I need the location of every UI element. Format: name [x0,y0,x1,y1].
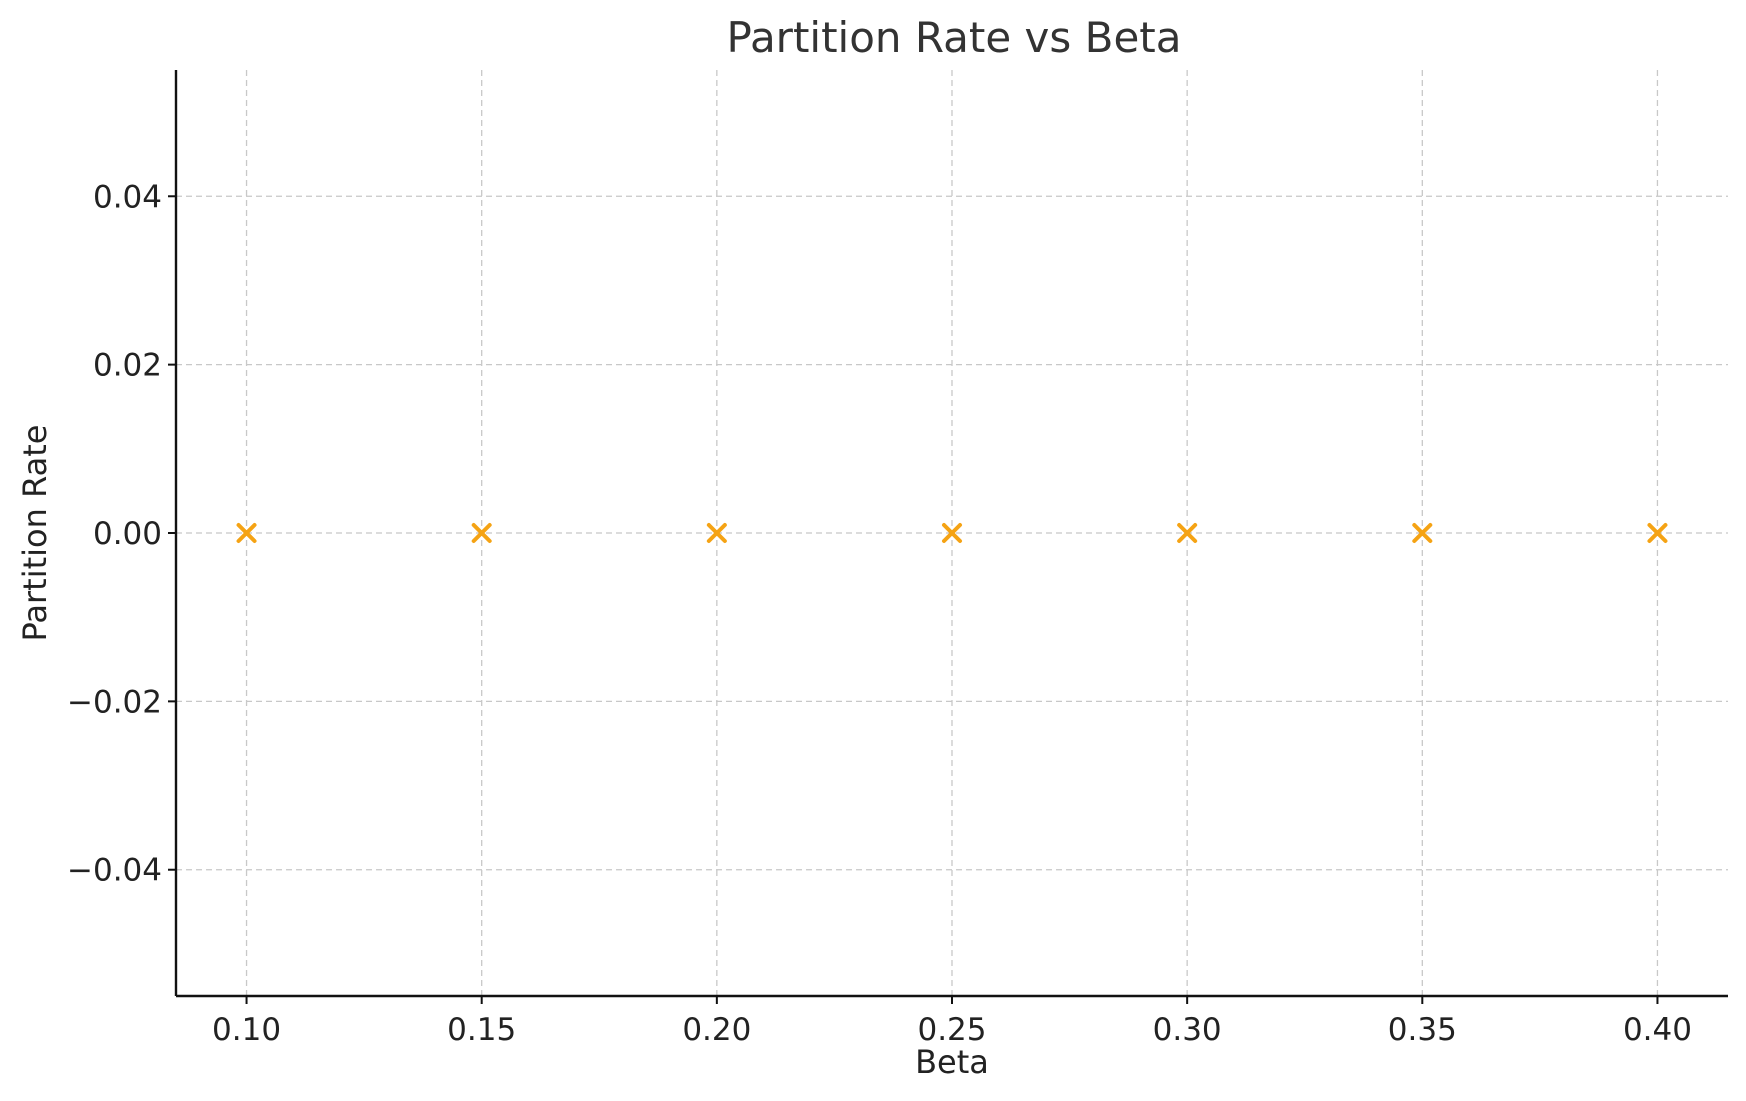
x-tick-label: 0.15 [447,1012,516,1048]
x-axis-label: Beta [915,1043,989,1081]
x-tick-label: 0.20 [682,1012,751,1048]
x-tick-label: 0.25 [917,1012,986,1048]
chart-title: Partition Rate vs Beta [727,13,1182,62]
data-point [706,523,727,543]
data-point [1647,523,1668,543]
x-tick-label: 0.30 [1153,1012,1222,1048]
y-tick-label: 0.00 [93,516,162,552]
y-tick-label: −0.04 [67,853,162,889]
y-tick-label: 0.04 [93,179,162,215]
x-tick-label: 0.40 [1623,1012,1692,1048]
data-points [236,523,1668,543]
data-point [942,523,962,543]
y-tick-label: 0.02 [93,348,162,384]
data-point [471,523,492,543]
data-point [1177,523,1198,543]
x-ticks: 0.10 0.15 0.20 0.25 0.30 0.35 0.40 [212,996,1692,1048]
x-tick-label: 0.35 [1388,1012,1457,1048]
y-axis-label: Partition Rate [16,425,54,642]
y-tick-label: −0.02 [67,684,162,720]
data-point [1412,523,1433,543]
x-tick-label: 0.10 [212,1012,281,1048]
y-ticks: 0.04 0.02 0.00 −0.02 −0.04 [67,179,176,889]
data-point [236,523,257,543]
